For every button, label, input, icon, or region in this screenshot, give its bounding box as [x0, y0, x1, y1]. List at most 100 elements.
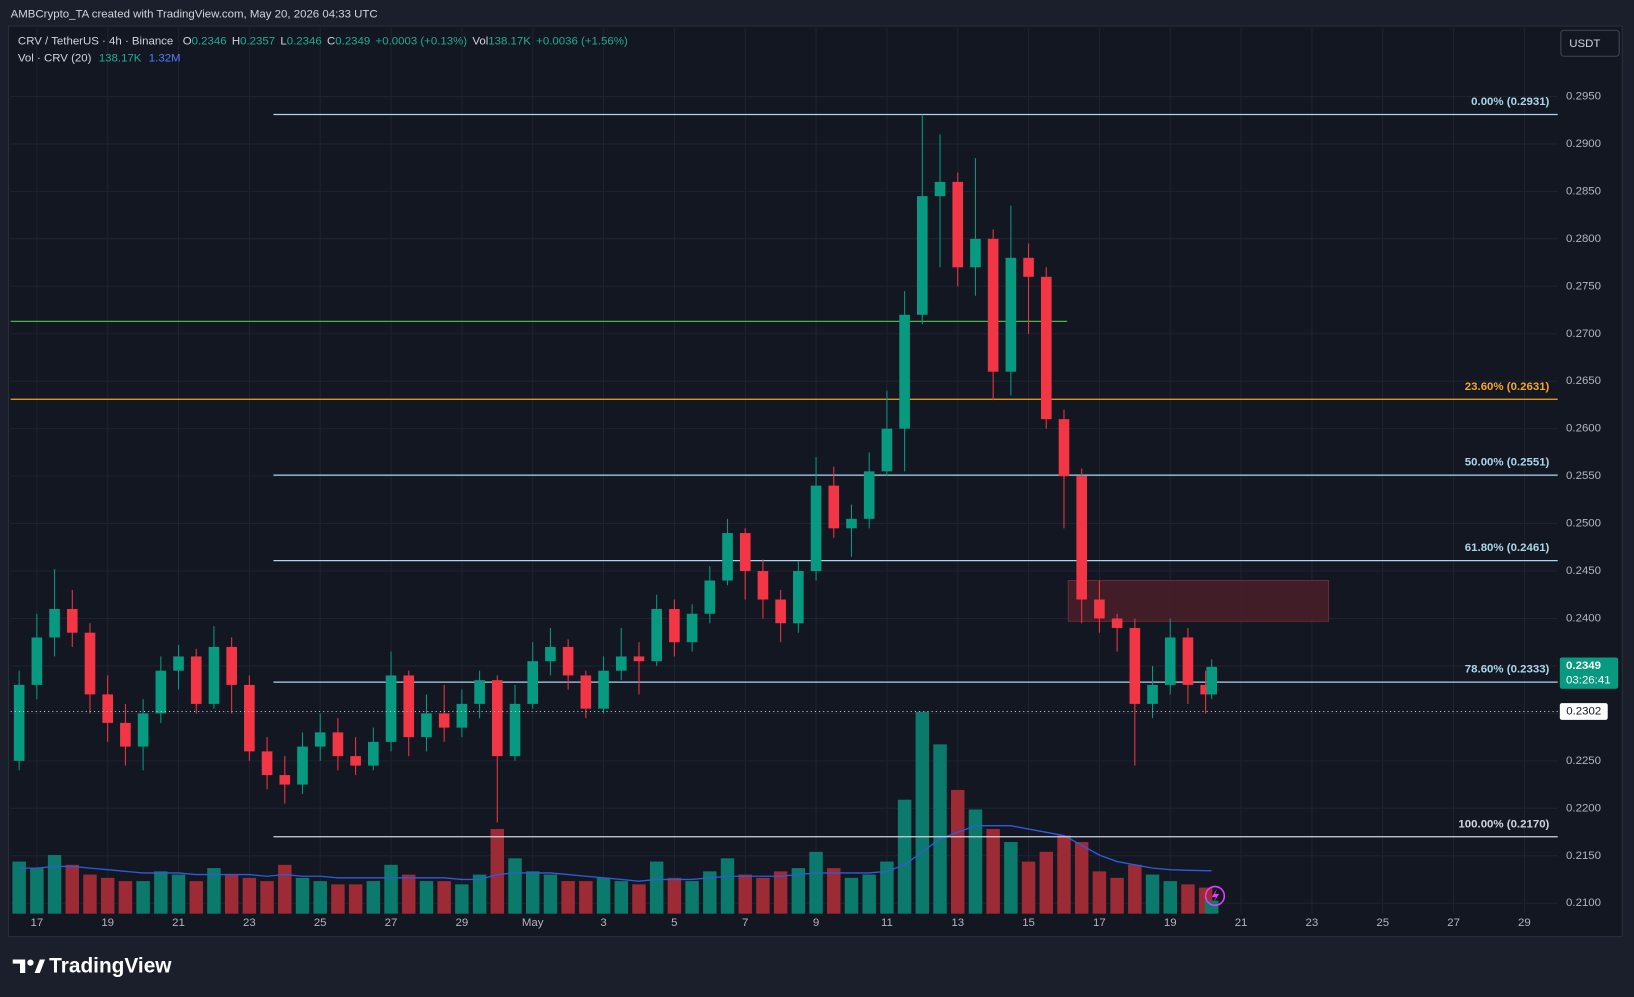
candle-body — [31, 637, 43, 685]
volume-bar — [1110, 877, 1124, 914]
candle-body — [970, 238, 981, 268]
volume-bar — [1057, 835, 1071, 914]
candle-body — [244, 684, 255, 752]
candle-body — [332, 732, 344, 757]
x-tick-label: 7 — [742, 917, 748, 929]
candle-body — [137, 713, 149, 747]
currency[interactable]: USDT — [1569, 38, 1600, 50]
volume-bar — [756, 877, 770, 914]
candle-body — [881, 428, 893, 472]
volume-bar — [47, 855, 62, 914]
candle-body — [350, 756, 361, 766]
candle-body — [173, 656, 184, 671]
candle-body — [633, 656, 645, 662]
candle-body — [474, 680, 485, 704]
candle-body — [314, 732, 326, 747]
candle-body — [917, 196, 928, 315]
indicator-value: 138.17K — [99, 52, 142, 64]
marker-price-box — [1559, 703, 1608, 720]
x-tick-label: 17 — [1093, 917, 1106, 929]
x-tick-label: 23 — [243, 917, 256, 929]
volume-bar — [703, 871, 717, 914]
volume-bar — [968, 809, 983, 914]
volume-bar — [720, 858, 735, 914]
candle-body — [1005, 257, 1017, 372]
candle-body — [279, 775, 291, 785]
y-tick-label: 0.2200 — [1566, 802, 1601, 814]
x-tick-label: 27 — [1447, 917, 1460, 929]
volume-bar — [1204, 900, 1219, 914]
candle-body — [952, 181, 964, 268]
candle-body — [810, 485, 822, 572]
currency-button[interactable] — [1560, 29, 1620, 57]
x-tick-label: 19 — [1164, 917, 1177, 929]
candle-body — [297, 746, 308, 785]
candle-body — [102, 694, 114, 723]
volume-bar — [897, 799, 912, 914]
volume-bar — [313, 881, 327, 914]
candle-body — [1182, 637, 1194, 685]
volume-bar — [844, 877, 859, 914]
vol-label: Vol — [472, 36, 488, 48]
candle-body — [580, 675, 592, 709]
ohlc-value: 0.2357 — [240, 36, 275, 48]
volume-bar — [118, 881, 133, 914]
zone-box — [1067, 579, 1330, 622]
candle-body — [261, 751, 273, 776]
y-tick-label: 0.2900 — [1566, 138, 1601, 150]
y-tick-label: 0.2450 — [1566, 565, 1601, 577]
volume-bar — [579, 881, 593, 914]
volume-bar — [667, 877, 682, 914]
candle-body — [403, 675, 415, 738]
chart-panel — [8, 25, 1623, 938]
candle-body — [1094, 599, 1105, 619]
candle-body — [1147, 684, 1158, 704]
volume-bar — [65, 864, 80, 914]
symbol: CRV / TetherUS · 4h · Binance — [18, 36, 173, 48]
volume-bar — [100, 877, 115, 914]
volume-bar — [915, 711, 930, 914]
candle-body — [651, 608, 662, 662]
volume-bar — [490, 829, 505, 914]
volume-bar — [171, 874, 186, 914]
x-tick-label: 29 — [1518, 917, 1531, 929]
candle-body — [669, 608, 680, 643]
candle-body — [863, 471, 875, 519]
volume-bar — [384, 864, 398, 914]
volume-bar — [525, 871, 540, 914]
volume-bar — [685, 881, 699, 914]
x-tick-label: 21 — [1235, 917, 1248, 929]
x-tick-label: May — [522, 917, 544, 929]
x-tick-label: 11 — [881, 917, 893, 929]
candle-body — [722, 533, 733, 581]
x-tick-label: 27 — [385, 917, 398, 929]
volume-bar — [862, 874, 876, 914]
last-price-label: 0.2349 — [1566, 660, 1601, 672]
volume-bar — [1181, 884, 1195, 914]
candle-body — [686, 613, 698, 643]
level-label: 61.80% (0.2461) — [1465, 542, 1550, 554]
y-tick-label: 0.2550 — [1566, 470, 1601, 482]
countdown-label: 03:26:41 — [1566, 674, 1611, 686]
candle-body — [1206, 666, 1217, 695]
volume-bar — [880, 861, 894, 914]
candle-body — [527, 661, 539, 704]
volume-bar — [331, 884, 345, 914]
candle-body — [793, 571, 804, 624]
alert-icon[interactable] — [1204, 885, 1226, 907]
ohlc-value: 0.2346 — [287, 36, 322, 48]
volume-bar — [827, 868, 841, 914]
volume-bar — [1074, 842, 1089, 914]
brand-logo — [12, 959, 46, 974]
candle-body — [368, 741, 379, 766]
y-tick-label: 0.2400 — [1566, 613, 1601, 625]
candles — [13, 114, 1217, 823]
volume-bar — [1145, 874, 1160, 914]
indicator: Vol · CRV (20) — [18, 52, 92, 64]
candle-body — [562, 646, 574, 676]
x-tick-label: 29 — [456, 917, 469, 929]
volume-bar — [278, 864, 292, 914]
x-tick-label: 19 — [101, 917, 114, 929]
vol-value: 138.17K — [488, 36, 531, 48]
